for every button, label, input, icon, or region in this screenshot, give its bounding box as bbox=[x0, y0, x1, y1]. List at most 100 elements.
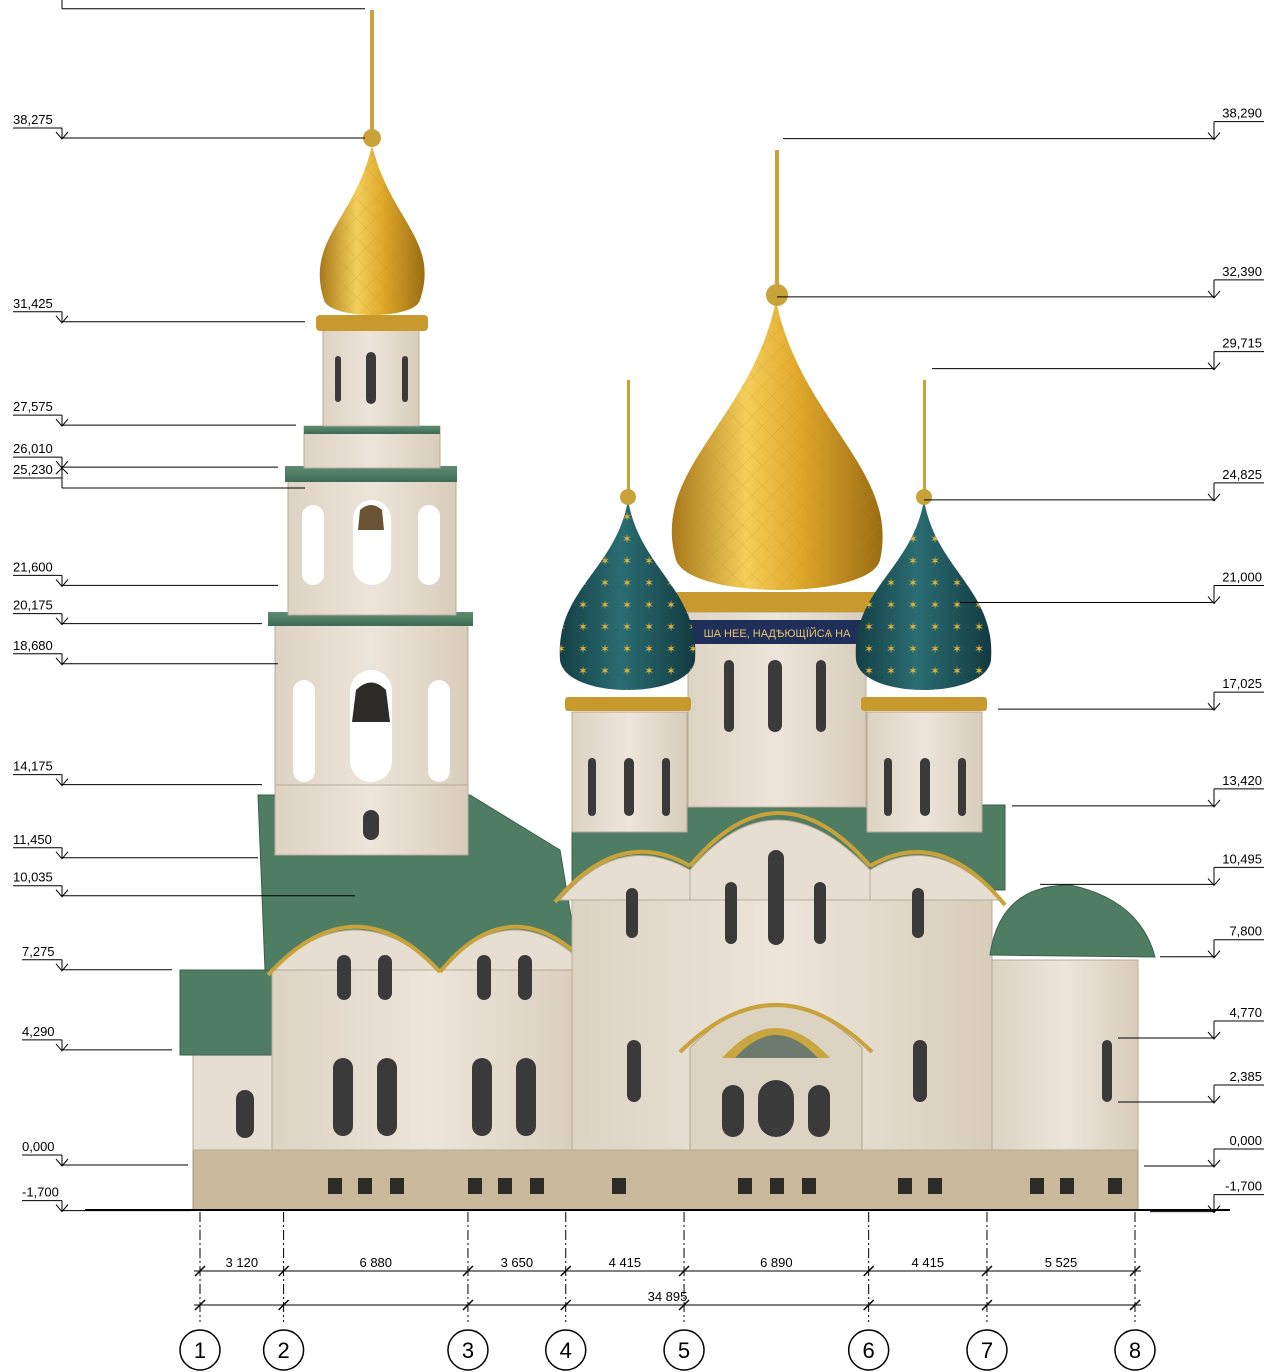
level-mark-right: 7,800 bbox=[1160, 924, 1264, 959]
level-label: 20,175 bbox=[13, 598, 53, 613]
dimension-chain: 3 120 6 880 3 650 4 415 6 890 4 415 5 525 34 89… bbox=[194, 1212, 1141, 1322]
level-mark-left: 0,000 bbox=[22, 1139, 188, 1167]
level-mark-right: 32,390 bbox=[777, 264, 1264, 299]
axis-marker: 2 bbox=[262, 1329, 305, 1371]
axis-marker: 8 bbox=[1114, 1329, 1156, 1371]
axis-label: 6 bbox=[863, 1338, 875, 1363]
level-label: 38,275 bbox=[13, 112, 53, 127]
levels-left: 43,090 38,275 31,425 27,575 26,010 25,230 21,6… bbox=[13, 0, 365, 1213]
west-annex-wall bbox=[192, 1054, 276, 1151]
axis-marker: 3 bbox=[447, 1329, 489, 1371]
axis-label: 1 bbox=[194, 1338, 206, 1363]
level-mark-left: 18,680 bbox=[13, 638, 278, 666]
frieze-band bbox=[688, 620, 866, 644]
span-dimension: 3 120 bbox=[226, 1255, 259, 1270]
level-label: 2,385 bbox=[1229, 1069, 1262, 1084]
axis-marker: 1 bbox=[179, 1329, 221, 1371]
axis-label: 4 bbox=[560, 1338, 572, 1363]
level-label: 13,420 bbox=[1222, 773, 1262, 788]
level-mark-left: 21,600 bbox=[13, 559, 278, 588]
level-mark-left: 26,010 bbox=[13, 441, 278, 469]
level-mark-left: 25,230 bbox=[13, 462, 305, 489]
level-mark-right: 4,770 bbox=[1118, 1005, 1264, 1040]
level-mark-left: 27,575 bbox=[13, 399, 296, 427]
level-mark-right: 0,000 bbox=[1144, 1133, 1264, 1168]
span-dimension: 4 415 bbox=[609, 1255, 642, 1270]
apse-roof bbox=[989, 884, 1156, 958]
axis-label: 5 bbox=[678, 1338, 690, 1363]
plinth bbox=[192, 1149, 1139, 1211]
basement-windows bbox=[328, 1178, 1122, 1194]
level-label: 4,770 bbox=[1229, 1005, 1262, 1020]
level-label: 38,290 bbox=[1222, 106, 1262, 121]
level-mark-right: 29,715 bbox=[932, 336, 1264, 371]
span-dimension: 6 890 bbox=[760, 1255, 793, 1270]
level-label: 17,025 bbox=[1222, 676, 1262, 691]
level-mark-right: 17,025 bbox=[998, 676, 1264, 711]
level-mark-left: -1,700 bbox=[22, 1185, 190, 1213]
axis-marker: 5 bbox=[663, 1329, 705, 1371]
level-mark-right: 21,000 bbox=[960, 570, 1264, 605]
level-label: 18,680 bbox=[13, 638, 53, 653]
spires bbox=[363, 10, 932, 505]
level-mark-right: -1,700 bbox=[1150, 1179, 1264, 1214]
apse-wall bbox=[991, 959, 1139, 1151]
span-dimension: 5 525 bbox=[1045, 1255, 1078, 1270]
level-mark-left: 10,035 bbox=[13, 870, 355, 898]
axis-label: 2 bbox=[277, 1338, 289, 1363]
axis-markers: 1 2 3 4 5 6 7 8 bbox=[179, 1329, 1156, 1371]
level-label: 7,800 bbox=[1229, 924, 1262, 939]
level-label: 26,010 bbox=[13, 441, 53, 456]
level-label: 10,035 bbox=[13, 870, 53, 885]
west-annex-roof bbox=[179, 969, 273, 1056]
axis-marker: 7 bbox=[966, 1329, 1008, 1371]
levels-right: 38,290 32,390 29,715 24,825 21,000 17,025 13,4… bbox=[777, 106, 1264, 1214]
axis-marker: 4 bbox=[544, 1329, 587, 1371]
bell-tower bbox=[268, 145, 473, 856]
level-mark-right: 13,420 bbox=[1012, 773, 1264, 808]
level-label: 21,600 bbox=[13, 559, 53, 574]
level-label: -1,700 bbox=[1225, 1179, 1262, 1194]
level-mark-left: 14,175 bbox=[13, 759, 262, 787]
level-label: 14,175 bbox=[13, 759, 53, 774]
level-label: 7,275 bbox=[22, 944, 55, 959]
axis-label: 3 bbox=[462, 1338, 474, 1363]
level-mark-left: 4,290 bbox=[22, 1024, 172, 1052]
level-mark-left: 31,425 bbox=[13, 296, 305, 324]
main-windows bbox=[626, 850, 927, 1137]
level-mark-left: 43,090 bbox=[61, 0, 365, 10]
level-label: 32,390 bbox=[1222, 264, 1262, 279]
level-label: 4,290 bbox=[22, 1024, 55, 1039]
level-mark-left: 20,175 bbox=[13, 598, 262, 626]
axis-label: 7 bbox=[981, 1338, 993, 1363]
level-label: 27,575 bbox=[13, 399, 53, 414]
refectory-windows bbox=[333, 955, 536, 1136]
level-label: 31,425 bbox=[13, 296, 53, 311]
span-dimension: 4 415 bbox=[912, 1255, 945, 1270]
church-facade: ША НЕЕ, НАДѢЮЩЇЙСѦ НА bbox=[179, 10, 1156, 1211]
level-mark-right: 2,385 bbox=[1118, 1069, 1264, 1104]
span-dimension: 3 650 bbox=[501, 1255, 534, 1270]
level-mark-right: 38,290 bbox=[783, 106, 1264, 141]
level-label: 0,000 bbox=[22, 1139, 55, 1154]
axis-label: 8 bbox=[1129, 1338, 1141, 1363]
frieze-text: ША НЕЕ, НАДѢЮЩЇЙСѦ НА bbox=[704, 627, 852, 640]
level-label: 29,715 bbox=[1222, 336, 1262, 351]
level-label: 11,450 bbox=[13, 832, 52, 847]
level-label: 21,000 bbox=[1222, 570, 1262, 585]
level-label: 25,230 bbox=[13, 462, 53, 477]
level-label: 10,495 bbox=[1222, 851, 1262, 866]
level-mark-left: 11,450 bbox=[13, 832, 258, 860]
level-mark-left: 38,275 bbox=[13, 112, 365, 140]
level-mark-left: 7,275 bbox=[22, 944, 172, 972]
span-dimension: 6 880 bbox=[359, 1255, 392, 1270]
level-mark-right: 10,495 bbox=[1040, 851, 1264, 887]
drum-windows bbox=[724, 660, 826, 732]
level-label: 0,000 bbox=[1229, 1133, 1262, 1148]
level-mark-right: 24,825 bbox=[924, 467, 1264, 502]
refectory-wall bbox=[271, 969, 591, 1151]
total-dimension: 34 895 bbox=[648, 1289, 688, 1304]
level-label: -1,700 bbox=[22, 1185, 59, 1200]
axis-marker: 6 bbox=[847, 1329, 890, 1371]
